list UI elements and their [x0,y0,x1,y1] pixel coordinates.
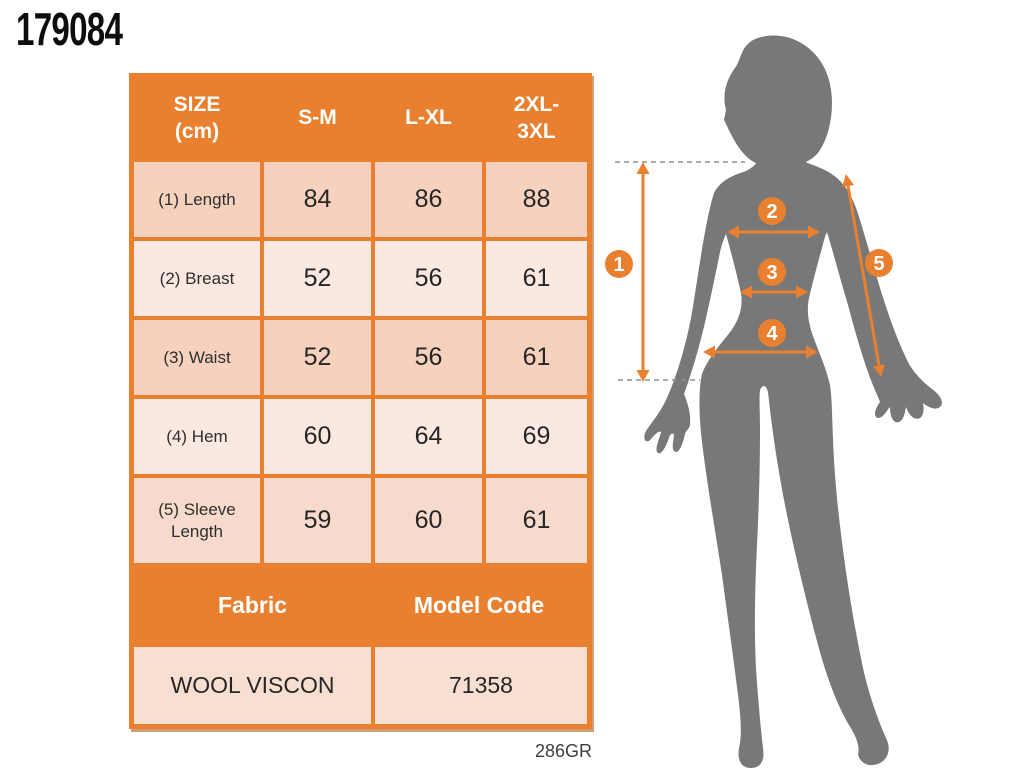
fabric-header-label: Fabric [217,591,288,618]
model-code-value: 71358 [375,647,587,724]
sleeve-2xl-3xl: 61 [486,478,587,563]
weight-note: 286GR [534,741,592,761]
sleeve-s-m: 59 [264,478,371,563]
length-s-m: 84 [264,162,371,237]
measure-arrow-2 [727,225,820,239]
badge-2: 2 [758,197,786,225]
row-hem-label: (4) Hem [134,399,260,474]
header-s-m: S-M [264,78,371,158]
svg-text:4: 4 [766,323,778,345]
model-code-header-label: Model Code [413,591,545,618]
badge-4: 4 [758,319,786,347]
row-length-label: (1) Length [134,162,260,237]
svg-text:2: 2 [766,201,777,223]
badge-5: 5 [865,249,893,277]
row-breast-label: (2) Breast [134,241,260,316]
size-table: SIZE (cm) S-M L-XL 2XL- 3XL (1) Length 8… [129,73,592,729]
product-code: 179084 [16,3,123,55]
waist-s-m: 52 [264,320,371,395]
svg-text:1: 1 [613,254,624,276]
waist-l-xl: 56 [375,320,482,395]
measure-arrow-1 [636,162,650,382]
fabric-value: WOOL VISCON [134,647,371,724]
measure-arrow-4 [703,345,818,359]
length-2xl-3xl: 88 [486,162,587,237]
hem-2xl-3xl: 69 [486,399,587,474]
svg-text:5: 5 [873,253,884,275]
measurement-figure: 1 2 3 4 5 [605,35,942,768]
row-waist-label: (3) Waist [134,320,260,395]
header-2xl-3xl: 2XL- 3XL [486,78,587,158]
badge-1: 1 [605,250,633,278]
waist-2xl-3xl: 61 [486,320,587,395]
hem-l-xl: 64 [375,399,482,474]
fabric-modelcode-header: Fabric Model Code [134,567,587,643]
silhouette-body [644,148,942,768]
measure-arrow-3 [740,285,808,299]
breast-2xl-3xl: 61 [486,241,587,316]
hem-s-m: 60 [264,399,371,474]
header-size-cm: SIZE (cm) [134,78,260,158]
length-l-xl: 86 [375,162,482,237]
svg-text:3: 3 [766,262,777,284]
breast-s-m: 52 [264,241,371,316]
silhouette-head [724,35,832,169]
breast-l-xl: 56 [375,241,482,316]
measure-arrow-5 [842,174,885,377]
badge-3: 3 [758,258,786,286]
header-l-xl: L-XL [375,78,482,158]
sleeve-l-xl: 60 [375,478,482,563]
row-sleeve-label: (5) Sleeve Length [134,478,260,563]
